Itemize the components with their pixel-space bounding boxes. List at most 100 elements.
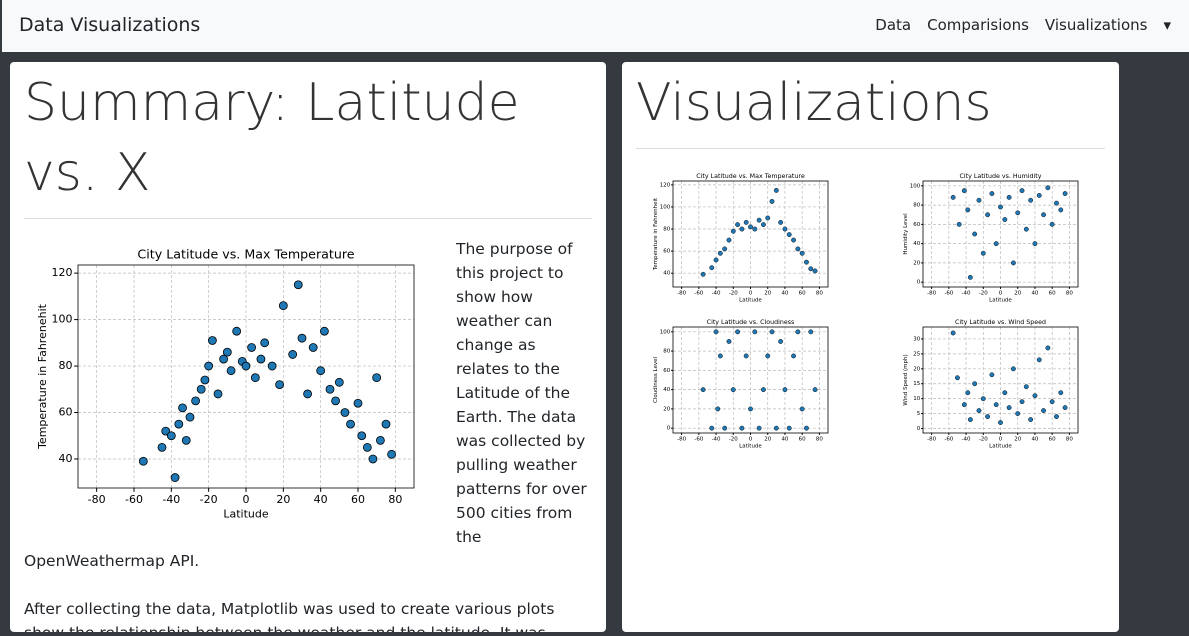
point — [773, 425, 779, 431]
plot-frame — [672, 180, 829, 288]
y-tick-label: 10 — [913, 396, 920, 402]
brand[interactable]: Data Visualizations — [19, 14, 201, 36]
y-tick-label: 40 — [913, 241, 920, 247]
nav-link[interactable]: Visualizations — [1044, 16, 1148, 34]
point — [1054, 414, 1059, 419]
x-tick-label: 0 — [749, 291, 753, 297]
point — [331, 396, 341, 406]
point — [808, 266, 814, 272]
x-tick-label: -20 — [200, 493, 218, 506]
point — [961, 402, 967, 408]
point — [303, 389, 313, 399]
point — [709, 265, 715, 271]
caret[interactable]: ▾ — [1163, 16, 1171, 34]
x-tick-label: -80 — [927, 291, 936, 297]
x-tick-label: 80 — [1066, 291, 1073, 297]
y-tick-label: 30 — [913, 336, 920, 342]
y-tick-label: 60 — [59, 406, 73, 419]
point — [709, 425, 715, 431]
y-axis-label: Temperature in Fahrenheit — [653, 197, 659, 271]
y-tick-label: 20 — [913, 366, 920, 372]
point — [967, 274, 973, 280]
y-tick-label: 0 — [667, 426, 671, 432]
point — [260, 338, 270, 348]
point — [157, 442, 167, 452]
point — [368, 454, 378, 464]
y-tick-label: 15 — [913, 381, 920, 387]
point — [1010, 366, 1016, 372]
point — [786, 425, 792, 431]
point — [308, 343, 318, 352]
y-tick-label: 100 — [52, 313, 73, 326]
x-tick-label: 60 — [1049, 291, 1056, 297]
point — [700, 271, 706, 277]
x-axis-label: Latitude — [989, 298, 1012, 304]
nav-link[interactable]: Data — [875, 16, 912, 34]
point — [980, 250, 986, 256]
y-tick-label: 60 — [663, 368, 670, 374]
point — [1032, 241, 1038, 247]
point — [1041, 408, 1046, 414]
point — [381, 419, 391, 429]
x-axis-label: Latitude — [739, 444, 762, 450]
point — [1058, 207, 1064, 213]
x-tick-label: 20 — [1014, 437, 1021, 443]
point — [293, 280, 303, 290]
point — [799, 250, 805, 256]
chart-title: City Latitude vs. Humidity — [959, 173, 1041, 180]
y-tick-label: 20 — [913, 260, 920, 266]
point — [178, 403, 187, 413]
paragraph: The purpose of this project to show how … — [24, 240, 587, 570]
point — [804, 259, 809, 265]
y-axis-label: Wind Speed (mph) — [903, 354, 909, 405]
point — [174, 419, 184, 429]
x-tick-label: 20 — [764, 437, 771, 443]
y-tick-label: 80 — [663, 227, 670, 233]
point — [722, 425, 728, 431]
point — [181, 435, 191, 445]
y-tick-label: 0 — [917, 280, 921, 286]
point — [1045, 185, 1051, 191]
x-tick-label: -80 — [677, 437, 686, 443]
point — [739, 226, 745, 232]
small-chart: -80 -60 -40 -20 0 20 40 60 80 0 5 10 15 20 25 30 City La… — [903, 319, 1079, 450]
point — [256, 354, 266, 364]
point — [782, 387, 788, 393]
y-tick-label: 20 — [663, 406, 670, 412]
point — [288, 350, 298, 359]
x-tick-label: -20 — [979, 437, 988, 443]
point — [316, 366, 326, 376]
point — [713, 329, 719, 335]
y-tick-label: 40 — [663, 387, 670, 393]
point — [1019, 188, 1025, 194]
point — [812, 268, 818, 274]
x-tick-label: -60 — [944, 291, 953, 297]
x-tick-label: -80 — [927, 437, 936, 443]
nav-link[interactable]: Comparisions — [927, 16, 1029, 34]
point — [1058, 390, 1064, 396]
point — [1054, 200, 1059, 206]
y-tick-label: 80 — [663, 349, 670, 355]
x-tick-label: 60 — [351, 493, 365, 506]
point — [808, 329, 814, 335]
point — [1015, 210, 1021, 216]
point — [730, 387, 736, 393]
chart-title: City Latitude vs. Wind Speed — [955, 319, 1046, 326]
point — [161, 426, 171, 436]
point — [760, 387, 766, 393]
x-tick-label: 60 — [799, 291, 806, 297]
point — [795, 329, 801, 335]
point — [976, 408, 982, 414]
x-tick-label: -20 — [729, 437, 738, 443]
point — [756, 425, 762, 431]
point — [791, 353, 796, 359]
x-tick-label: -60 — [125, 493, 143, 506]
point — [1019, 399, 1025, 405]
point — [325, 384, 335, 394]
point — [362, 442, 372, 452]
x-tick-label: 0 — [243, 493, 250, 506]
point — [765, 353, 771, 359]
point — [1045, 345, 1051, 351]
point — [965, 390, 971, 396]
point — [1002, 390, 1008, 396]
